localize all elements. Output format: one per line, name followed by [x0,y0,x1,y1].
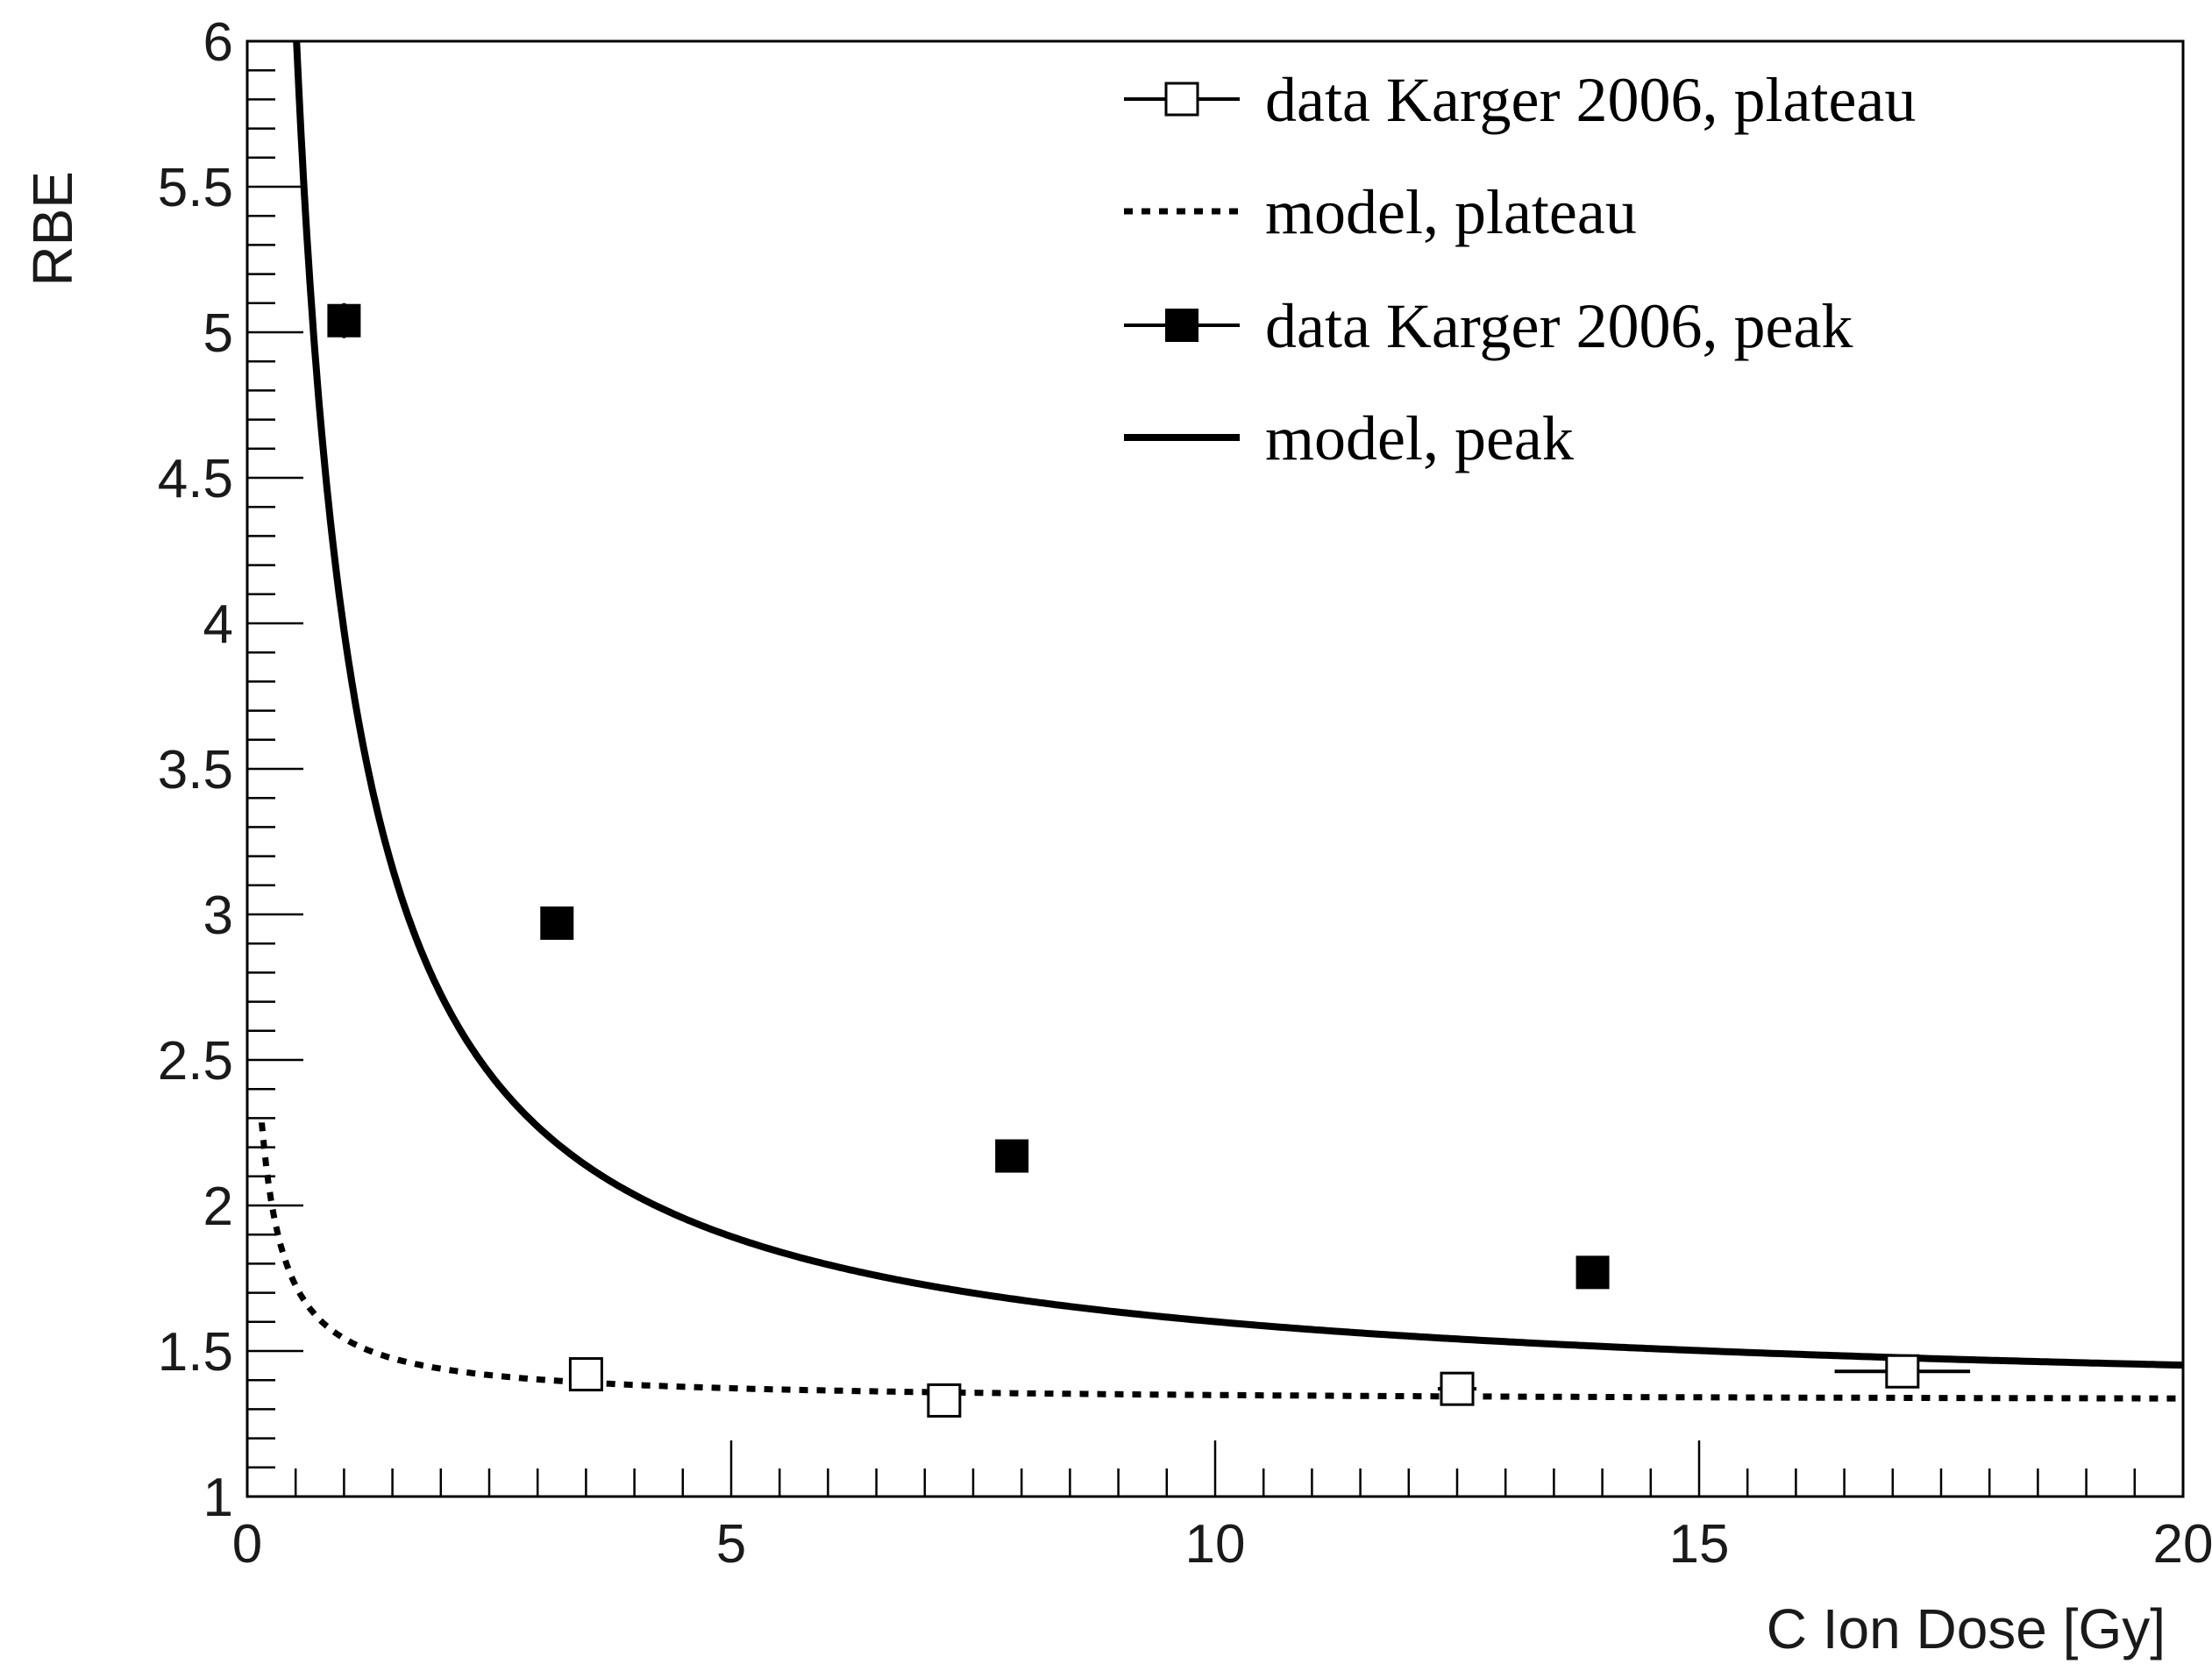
y-tick-label: 3 [203,885,233,946]
x-tick-labels: 0 5 10 15 20 [232,1514,2212,1575]
plateau-data-point [1440,1371,1475,1406]
y-tick-label: 5 [203,303,233,364]
legend-open-square-marker [1164,82,1199,117]
plateau-data-point [568,1357,603,1392]
legend-label: data Karger 2006, peak [1265,291,1853,361]
y-tick-labels: 1 1.5 2 2.5 3 3.5 4 4.5 5 5.5 6 [158,12,233,1528]
model-plateau-curve [259,1122,2183,1402]
peak-data-point [327,303,361,338]
y-tick-label: 4.5 [158,449,233,509]
x-tick-label: 5 [716,1514,746,1575]
y-tick-label: 4 [203,594,233,655]
x-tick-label: 15 [1669,1514,1730,1575]
y-tick-label: 5.5 [158,158,233,218]
x-tick-label: 20 [2153,1514,2212,1575]
legend-label: data Karger 2006, plateau [1265,65,1916,135]
y-tick-label: 2.5 [158,1031,233,1091]
plot-frame [245,39,2185,1498]
peak-data-point [995,1139,1029,1173]
y-tick-label: 1 [203,1468,233,1528]
x-tick-label: 10 [1185,1514,1246,1575]
plateau-data-point [1885,1354,1920,1389]
plateau-data-point [927,1383,962,1418]
y-tick-label: 3.5 [158,740,233,800]
model-peak-curve [293,40,2184,1369]
legend-label: model, plateau [1265,177,1637,247]
y-tick-label: 2 [203,1177,233,1237]
x-axis-title: C Ion Dose [Gy] [1767,1597,2166,1660]
legend-label: model, peak [1265,403,1574,473]
legend: data Karger 2006, plateau model, plateau d… [1124,65,1916,473]
peak-data-point [540,906,574,940]
axis-ticks [245,39,2185,1498]
y-tick-label: 6 [203,12,233,73]
data-points [327,302,1971,1418]
y-axis-title: RBE [21,171,84,287]
peak-data-point [1575,1255,1610,1290]
x-tick-label: 0 [232,1514,262,1575]
y-tick-label: 1.5 [158,1322,233,1383]
model-curves [259,40,2184,1402]
legend-filled-square-marker [1165,309,1198,342]
